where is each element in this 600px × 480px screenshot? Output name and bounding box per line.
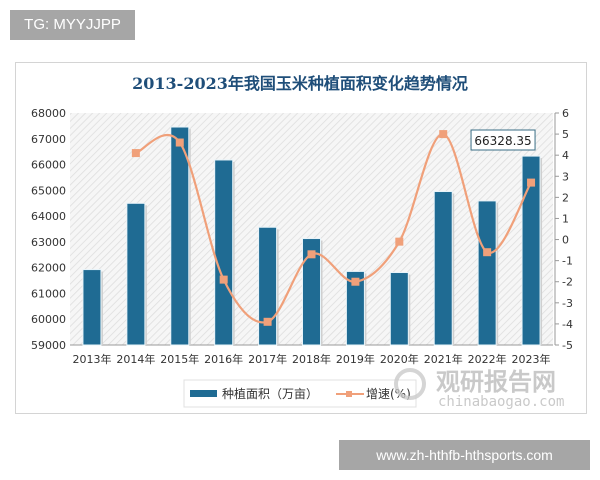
- bar: [345, 270, 365, 346]
- line-marker: [307, 250, 316, 259]
- legend-line-swatch: [346, 391, 352, 397]
- x-tick: 2020年: [380, 352, 419, 366]
- left-tick: 62000: [31, 262, 66, 275]
- top-badge: TG: MYYJJPP: [10, 10, 135, 40]
- line-marker: [219, 275, 228, 284]
- bar: [521, 155, 541, 346]
- line-marker: [175, 138, 184, 147]
- x-axis: 2013年 2014年 2015年 2016年 2017年 2018年 2019年 2020年…: [72, 352, 550, 366]
- bar: [82, 269, 102, 346]
- right-tick: 4: [562, 149, 569, 162]
- left-tick: 63000: [31, 236, 66, 249]
- line-marker: [351, 277, 360, 286]
- right-tick: -4: [562, 318, 573, 331]
- line-marker: [395, 237, 404, 246]
- line-marker: [439, 130, 448, 139]
- left-tick: 67000: [31, 133, 66, 146]
- bar: [258, 226, 278, 346]
- line-marker: [527, 178, 536, 187]
- bar: [214, 159, 234, 346]
- left-tick: 61000: [31, 287, 66, 300]
- value-callout: 66328.35: [470, 129, 536, 151]
- x-tick: 2014年: [116, 352, 155, 366]
- line-marker: [483, 248, 492, 257]
- bar: [389, 272, 409, 346]
- right-tick: -2: [562, 276, 573, 289]
- chart-title: 2013-2023年我国玉米种植面积变化趋势情况: [132, 74, 468, 93]
- left-tick: 66000: [31, 159, 66, 172]
- bar: [126, 202, 146, 346]
- x-tick: 2019年: [336, 352, 375, 366]
- bottom-badge: www.zh-hthfb-hthsports.com: [339, 440, 590, 470]
- x-tick: 2021年: [424, 352, 463, 366]
- bar: [477, 200, 497, 346]
- left-axis: 68000 67000 66000 65000 64000 63000 62000 61000…: [31, 107, 553, 352]
- right-tick: 0: [562, 234, 569, 247]
- left-tick: 68000: [31, 107, 66, 120]
- x-tick: 2018年: [292, 352, 331, 366]
- left-tick: 64000: [31, 210, 66, 223]
- x-tick: 2022年: [468, 352, 507, 366]
- watermark-cn: 观研报告网: [436, 368, 556, 396]
- svg-text:66328.35: 66328.35: [474, 134, 531, 148]
- legend: 种植面积（万亩） 增速(%): [183, 379, 417, 408]
- bar: [433, 191, 453, 346]
- right-tick: 2: [562, 191, 569, 204]
- left-tick: 59000: [31, 339, 66, 352]
- bar: [302, 238, 321, 346]
- legend-line-label: 增速(%): [366, 387, 411, 401]
- line-marker: [263, 317, 272, 326]
- x-tick: 2015年: [160, 352, 199, 366]
- line-marker: [131, 149, 140, 158]
- right-tick: 6: [562, 107, 569, 120]
- x-tick: 2013年: [72, 352, 111, 366]
- x-tick: 2017年: [248, 352, 287, 366]
- right-tick: 5: [562, 128, 569, 141]
- left-tick: 60000: [31, 313, 66, 326]
- watermark: 观研报告网 chinabaogao.com: [394, 368, 564, 410]
- line-series: [131, 130, 536, 326]
- watermark-en: chinabaogao.com: [438, 394, 564, 410]
- legend-bar-swatch: [190, 390, 217, 397]
- right-axis: 6 5 4 3 2 1 0 -1 -2 -3 -4 -5: [554, 107, 573, 352]
- left-tick: 65000: [31, 184, 66, 197]
- bar: [170, 126, 190, 346]
- x-tick: 2023年: [512, 352, 551, 366]
- x-tick: 2016年: [204, 352, 243, 366]
- right-tick: 3: [562, 170, 569, 183]
- legend-bar-label: 种植面积（万亩）: [222, 386, 318, 401]
- right-tick: 1: [562, 212, 569, 225]
- right-tick: -5: [562, 339, 573, 352]
- right-tick: -3: [562, 297, 573, 310]
- right-tick: -1: [562, 255, 573, 268]
